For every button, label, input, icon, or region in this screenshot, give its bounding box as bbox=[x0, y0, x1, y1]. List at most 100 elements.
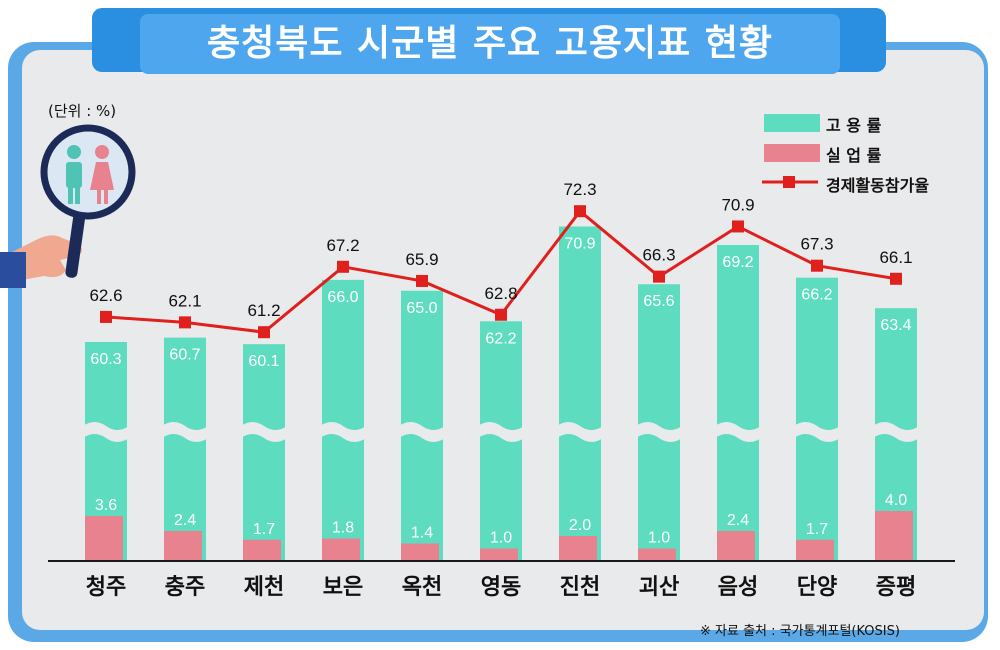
legend-label-participation: 경제활동참가율 bbox=[826, 176, 930, 195]
participation-point bbox=[653, 270, 665, 283]
axis-break bbox=[557, 422, 603, 442]
axis-break bbox=[320, 422, 366, 442]
employment-value-label: 63.4 bbox=[880, 317, 911, 334]
category-label: 옥천 bbox=[402, 575, 442, 600]
axis-break bbox=[873, 422, 919, 442]
participation-point bbox=[179, 316, 191, 329]
male-person-icon bbox=[66, 145, 82, 204]
participation-value-label: 70.9 bbox=[721, 195, 754, 214]
participation-point bbox=[732, 220, 744, 233]
participation-value-label: 62.6 bbox=[89, 286, 122, 305]
participation-value-label: 67.3 bbox=[800, 235, 833, 254]
legend-swatch-participation bbox=[762, 176, 818, 188]
axis-break bbox=[794, 422, 840, 442]
participation-value-label: 66.1 bbox=[879, 248, 912, 267]
category-label: 제천 bbox=[244, 575, 284, 600]
legend-swatch-employment bbox=[764, 114, 820, 132]
chart-title: 충청북도 시군별 주요 고용지표 현황 bbox=[207, 23, 773, 64]
participation-value-label: 67.2 bbox=[326, 236, 359, 255]
legend-item-participation: 경제활동참가율 bbox=[760, 170, 980, 195]
category-label: 충주 bbox=[165, 575, 205, 600]
unemployment-bar bbox=[796, 539, 834, 561]
unemployment-bar bbox=[875, 511, 913, 561]
unemployment-value-label: 1.7 bbox=[253, 521, 275, 538]
participation-point bbox=[811, 259, 823, 272]
employment-value-label: 60.3 bbox=[90, 351, 121, 368]
legend-swatch-unemployment bbox=[764, 144, 820, 162]
axis-break bbox=[636, 422, 682, 442]
unemployment-value-label: 4.0 bbox=[885, 492, 907, 509]
category-label: 괴산 bbox=[639, 575, 679, 600]
participation-point bbox=[416, 274, 428, 287]
unemployment-value-label: 2.0 bbox=[569, 517, 591, 534]
category-label: 청주 bbox=[86, 575, 126, 600]
unemployment-bar bbox=[85, 516, 123, 561]
unemployment-value-label: 1.0 bbox=[490, 530, 512, 547]
employment-bar bbox=[322, 279, 364, 561]
unemployment-bar bbox=[322, 538, 360, 561]
axis-break bbox=[478, 422, 524, 442]
participation-point bbox=[337, 260, 349, 273]
unemployment-bar bbox=[164, 531, 202, 561]
axis-break bbox=[162, 422, 208, 442]
participation-point bbox=[258, 326, 270, 339]
legend-label-unemployment: 실 업 률 bbox=[826, 146, 882, 165]
employment-bar bbox=[559, 226, 601, 561]
unemployment-bar bbox=[243, 539, 281, 561]
axis-break bbox=[241, 422, 287, 442]
employment-value-label: 60.7 bbox=[169, 347, 200, 364]
title-banner-inner bbox=[140, 14, 840, 74]
category-label: 진천 bbox=[560, 575, 600, 600]
employment-value-label: 60.1 bbox=[248, 353, 279, 370]
participation-point bbox=[495, 308, 507, 321]
employment-bar bbox=[796, 277, 838, 561]
source-note: ※ 자료 출처 : 국가통계포털(KOSIS) bbox=[700, 624, 900, 639]
unemployment-value-label: 2.4 bbox=[174, 512, 196, 529]
participation-value-label: 72.3 bbox=[563, 180, 596, 199]
axis-break bbox=[399, 422, 445, 442]
employment-value-label: 69.2 bbox=[722, 254, 753, 271]
legend-label-employment: 고 용 률 bbox=[826, 116, 882, 135]
unemployment-value-label: 1.7 bbox=[806, 521, 828, 538]
employment-bar bbox=[243, 344, 285, 561]
unemployment-bar bbox=[401, 543, 439, 561]
employment-value-label: 70.9 bbox=[564, 235, 595, 252]
unit-label: (단위 : %) bbox=[48, 102, 117, 120]
unemployment-value-label: 1.4 bbox=[411, 525, 433, 542]
legend-item-unemployment: 실 업 률 bbox=[760, 140, 980, 165]
participation-value-label: 65.9 bbox=[405, 250, 438, 269]
employment-value-label: 66.0 bbox=[327, 289, 358, 306]
unemployment-bar bbox=[480, 548, 518, 561]
participation-value-label: 66.3 bbox=[642, 246, 675, 265]
participation-value-label: 62.8 bbox=[484, 284, 517, 303]
category-label: 증평 bbox=[876, 575, 916, 600]
employment-value-label: 62.2 bbox=[485, 330, 516, 347]
employment-value-label: 65.0 bbox=[406, 300, 437, 317]
employment-bar bbox=[717, 244, 759, 562]
participation-value-label: 62.1 bbox=[168, 291, 201, 310]
legend-item-employment: 고 용 률 bbox=[760, 110, 980, 135]
employment-bar bbox=[164, 337, 206, 561]
unemployment-bar bbox=[638, 548, 676, 561]
unemployment-bar bbox=[717, 531, 755, 561]
female-person-icon bbox=[90, 145, 114, 204]
unemployment-value-label: 2.4 bbox=[727, 512, 749, 529]
axis-break bbox=[83, 422, 129, 442]
unemployment-value-label: 1.0 bbox=[648, 530, 670, 547]
participation-point bbox=[100, 310, 112, 323]
category-label: 보은 bbox=[323, 575, 363, 600]
employment-value-label: 66.2 bbox=[801, 287, 832, 304]
unemployment-value-label: 3.6 bbox=[95, 497, 117, 514]
participation-point bbox=[890, 272, 902, 285]
axis-break bbox=[715, 422, 761, 442]
category-label: 영동 bbox=[481, 575, 521, 600]
employment-value-label: 65.6 bbox=[643, 293, 674, 310]
unemployment-value-label: 1.8 bbox=[332, 520, 354, 537]
category-label: 단양 bbox=[797, 575, 837, 600]
unemployment-bar bbox=[559, 536, 597, 561]
category-label: 음성 bbox=[718, 575, 758, 600]
participation-point bbox=[574, 205, 586, 218]
magnifier-icon bbox=[0, 124, 136, 288]
participation-value-label: 61.2 bbox=[247, 301, 280, 320]
